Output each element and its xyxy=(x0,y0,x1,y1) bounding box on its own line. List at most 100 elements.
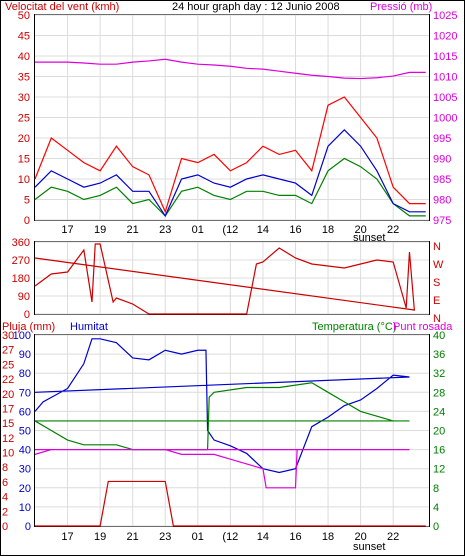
wind-tick-label: 25 xyxy=(18,113,30,125)
wind-axis-label: Velocitat del vent (kmh) xyxy=(5,1,119,13)
x-tick-label: 21 xyxy=(127,224,139,236)
series-line xyxy=(34,449,410,489)
pressure-tick-label: 995 xyxy=(433,133,451,145)
humidity-tick-label: 10 xyxy=(19,502,31,514)
pressure-tick-label: 1000 xyxy=(433,113,457,125)
wind-grid xyxy=(35,14,429,221)
wind-y-ticks: 0 5 10 15 20 25 30 35 40 45 50 xyxy=(18,10,30,227)
rain-tick-label: 25 xyxy=(2,359,14,371)
humidity-tick-label: 60 xyxy=(19,406,31,418)
series-line xyxy=(35,480,426,527)
sunset-label-bottom: sunset xyxy=(353,541,385,553)
wind-series xyxy=(34,58,426,218)
compass-label: N xyxy=(433,313,441,325)
pressure-tick-label: 1025 xyxy=(433,10,457,22)
temperature-tick-label: 16 xyxy=(433,445,445,457)
pressure-tick-label: 980 xyxy=(433,195,451,207)
series-line xyxy=(34,382,410,451)
x-tick-label: (12 xyxy=(222,224,238,236)
dewpoint-label: Punt rosada xyxy=(393,321,453,333)
temperature-tick-label: 32 xyxy=(433,368,445,380)
wind-tick-label: 0 xyxy=(24,215,30,227)
humidity-tick-label: 40 xyxy=(19,445,31,457)
temperature-tick-label: 28 xyxy=(433,387,445,399)
humidity-x-ticks: 17 19 21 23 01 (12 14 16 18 20 22 xyxy=(61,531,399,543)
wind-tick-label: 10 xyxy=(18,174,30,186)
x-tick-label: 16 xyxy=(289,531,301,543)
temperature-tick-label: 8 xyxy=(433,483,439,495)
rain-tick-label: 15 xyxy=(2,418,14,430)
x-tick-label: 16 xyxy=(289,224,301,236)
series-line xyxy=(35,58,426,80)
compass-label: E xyxy=(433,295,440,307)
x-tick-label: 01 xyxy=(192,224,204,236)
direction-tick-label: 90 xyxy=(18,291,30,303)
humidity-tick-label: 0 xyxy=(25,521,31,533)
rain-tick-label: 17 xyxy=(2,403,14,415)
temperature-y-ticks: 0 4 8 12 16 20 24 28 32 36 40 xyxy=(433,330,445,533)
wind-tick-label: 40 xyxy=(18,51,30,63)
rain-tick-label: 0 xyxy=(2,521,8,533)
temperature-tick-label: 36 xyxy=(433,349,445,361)
rain-tick-label: 12 xyxy=(2,433,14,445)
humidity-tick-label: 70 xyxy=(19,387,31,399)
rain-tick-label: 22 xyxy=(2,374,14,386)
temperature-tick-label: 4 xyxy=(433,502,439,514)
pressure-tick-label: 1005 xyxy=(433,92,457,104)
wind-x-ticks: 17 19 21 23 01 (12 14 16 18 20 22 xyxy=(61,224,399,236)
humidity-tick-label: 90 xyxy=(19,349,31,361)
temperature-tick-label: 24 xyxy=(433,406,445,418)
pressure-tick-label: 1015 xyxy=(433,51,457,63)
x-tick-label: 18 xyxy=(322,531,334,543)
x-tick-label: 01 xyxy=(192,531,204,543)
x-tick-label: 19 xyxy=(94,224,106,236)
pressure-y-ticks: 975 980 985 990 995 1000 1005 1010 1015 1020 1025 xyxy=(433,10,457,227)
temperature-tick-label: 20 xyxy=(433,426,445,438)
x-tick-label: 14 xyxy=(257,224,269,236)
wind-tick-label: 20 xyxy=(18,133,30,145)
rain-tick-label: 6 xyxy=(2,477,8,489)
pressure-tick-label: 975 xyxy=(433,215,451,227)
pressure-tick-label: 985 xyxy=(433,174,451,186)
series-line xyxy=(34,157,426,217)
x-tick-label: 14 xyxy=(257,531,269,543)
direction-line xyxy=(34,243,416,315)
x-tick-label: 17 xyxy=(61,531,73,543)
series-line xyxy=(34,338,410,474)
x-tick-label: 18 xyxy=(322,224,334,236)
direction-tick-label: 270 xyxy=(12,255,30,267)
series-line xyxy=(34,128,426,218)
rain-axis-label: Pluja (mm) xyxy=(2,321,55,333)
wind-tick-label: 15 xyxy=(18,154,30,166)
direction-tick-label: 180 xyxy=(12,273,30,285)
rain-tick-label: 8 xyxy=(2,462,8,474)
x-tick-label: 23 xyxy=(159,224,171,236)
humidity-tick-label: 100 xyxy=(13,330,31,342)
rain-tick-label: 2 xyxy=(2,506,8,518)
x-tick-label: 22 xyxy=(387,224,399,236)
series-line xyxy=(34,96,426,214)
x-tick-label: 19 xyxy=(94,531,106,543)
wind-tick-label: 30 xyxy=(18,92,30,104)
temperature-tick-label: 0 xyxy=(433,521,439,533)
x-tick-label: 17 xyxy=(61,224,73,236)
rain-tick-label: 30 xyxy=(2,330,14,342)
direction-tick-label: 360 xyxy=(12,237,30,249)
direction-grid xyxy=(35,241,429,315)
x-tick-label: 23 xyxy=(159,531,171,543)
humidity-axis-label: Humitat xyxy=(70,321,108,333)
compass-label: N xyxy=(433,241,441,253)
pressure-tick-label: 1020 xyxy=(433,31,457,43)
direction-tick-label: 0 xyxy=(24,309,30,321)
compass-label: W xyxy=(433,259,444,271)
pressure-axis-label: Pressió (mb) xyxy=(370,1,432,13)
temperature-tick-label: 40 xyxy=(433,330,445,342)
rain-y-ticks: 0 2 4 6 8 10 12 15 17 20 22 25 27 30 xyxy=(2,330,14,533)
wind-tick-label: 50 xyxy=(18,10,30,22)
compass-label: S xyxy=(433,277,440,289)
x-tick-label: 20 xyxy=(354,531,366,543)
humidity-tick-label: 20 xyxy=(19,483,31,495)
wind-tick-label: 35 xyxy=(18,72,30,84)
